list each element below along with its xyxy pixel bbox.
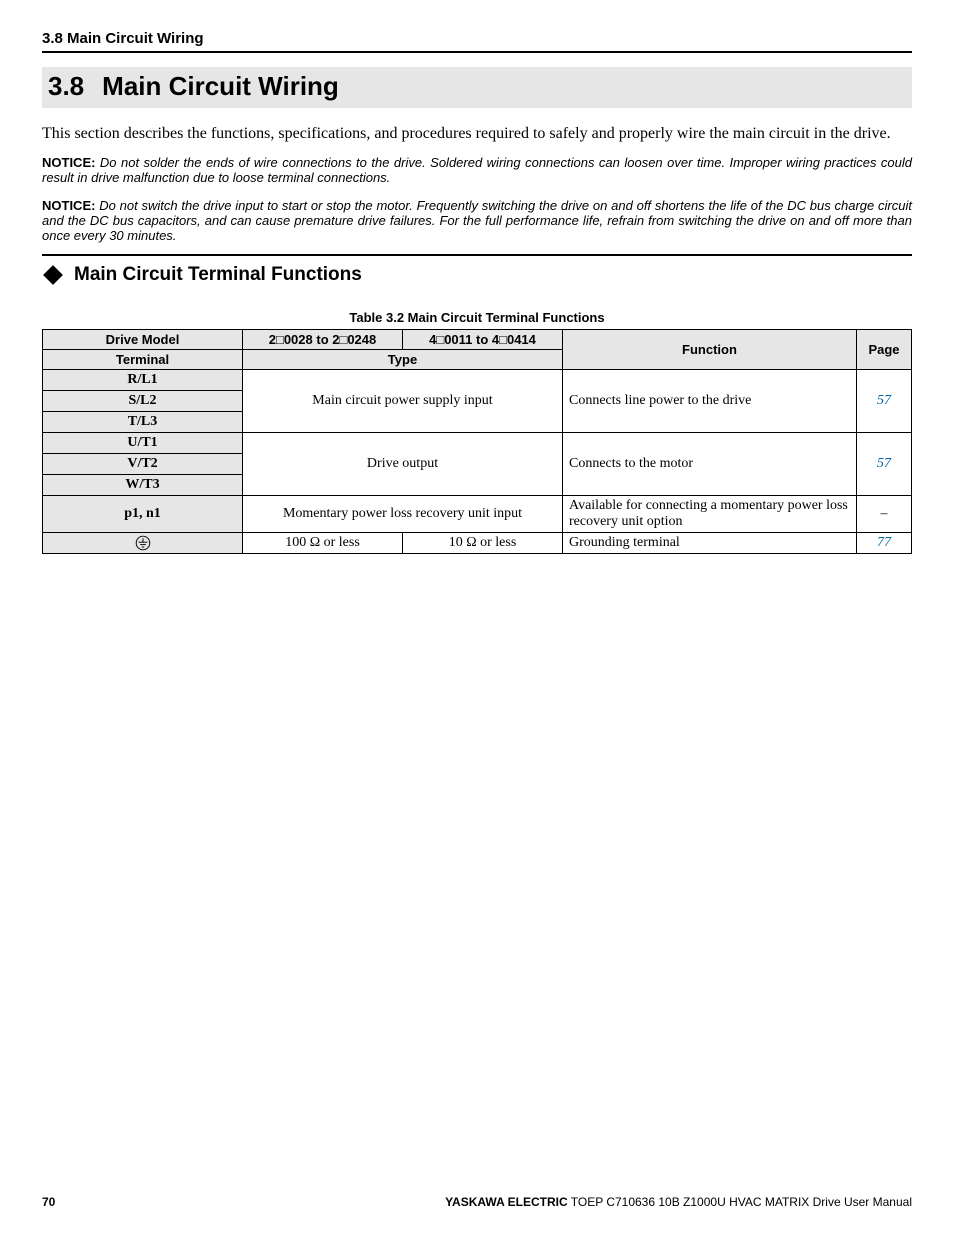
subsection-heading: Main Circuit Terminal Functions — [42, 264, 912, 286]
type-ohm-100: 100 Ω or less — [243, 532, 403, 553]
table-header-row-1: Drive Model 2□0028 to 2□0248 4□0011 to 4… — [43, 329, 912, 349]
th-model-range-b: 4□0011 to 4□0414 — [403, 329, 563, 349]
terminal-w-t3: W/T3 — [43, 474, 243, 495]
table-row: p1, n1 Momentary power loss recovery uni… — [43, 495, 912, 532]
terminal-u-t1: U/T1 — [43, 432, 243, 453]
terminal-functions-table: Drive Model 2□0028 to 2□0248 4□0011 to 4… — [42, 329, 912, 554]
table-row: U/T1 Drive output Connects to the motor … — [43, 432, 912, 453]
page-link-57a[interactable]: 57 — [857, 369, 912, 432]
type-drive-output: Drive output — [243, 432, 563, 495]
terminal-p1-n1: p1, n1 — [43, 495, 243, 532]
notice-2: NOTICE: Do not switch the drive input to… — [42, 199, 912, 244]
th-type: Type — [243, 349, 563, 369]
terminal-s-l2: S/L2 — [43, 390, 243, 411]
func-ground: Grounding terminal — [563, 532, 857, 553]
table-caption: Table 3.2 Main Circuit Terminal Function… — [42, 310, 912, 325]
footer-brand: YASKAWA ELECTRIC — [445, 1195, 567, 1209]
page-number: 70 — [42, 1195, 55, 1209]
subsection-title: Main Circuit Terminal Functions — [74, 264, 362, 286]
notice-1-label: NOTICE: — [42, 155, 95, 170]
ground-icon — [135, 535, 151, 551]
section-title: Main Circuit Wiring — [102, 71, 339, 101]
th-terminal: Terminal — [43, 349, 243, 369]
diamond-icon — [43, 265, 63, 285]
notice-2-label: NOTICE: — [42, 198, 95, 213]
table-row: 100 Ω or less 10 Ω or less Grounding ter… — [43, 532, 912, 553]
notice-1: NOTICE: Do not solder the ends of wire c… — [42, 156, 912, 186]
func-momentary: Available for connecting a momentary pow… — [563, 495, 857, 532]
terminal-v-t2: V/T2 — [43, 453, 243, 474]
th-model-range-a: 2□0028 to 2□0248 — [243, 329, 403, 349]
terminal-t-l3: T/L3 — [43, 411, 243, 432]
notice-1-text: Do not solder the ends of wire connectio… — [42, 155, 912, 185]
terminal-ground — [43, 532, 243, 553]
terminal-r-l1: R/L1 — [43, 369, 243, 390]
th-page: Page — [857, 329, 912, 369]
divider — [42, 254, 912, 256]
type-main-supply: Main circuit power supply input — [243, 369, 563, 432]
type-ohm-10: 10 Ω or less — [403, 532, 563, 553]
th-function: Function — [563, 329, 857, 369]
page-link-77[interactable]: 77 — [857, 532, 912, 553]
footer-doc-id: YASKAWA ELECTRIC TOEP C710636 10B Z1000U… — [445, 1195, 912, 1209]
footer-doc: TOEP C710636 10B Z1000U HVAC MATRIX Driv… — [568, 1195, 912, 1209]
type-momentary: Momentary power loss recovery unit input — [243, 495, 563, 532]
table-row: R/L1 Main circuit power supply input Con… — [43, 369, 912, 390]
func-motor: Connects to the motor — [563, 432, 857, 495]
page-link-57b[interactable]: 57 — [857, 432, 912, 495]
intro-paragraph: This section describes the functions, sp… — [42, 124, 912, 143]
section-number: 3.8 — [42, 71, 102, 101]
section-title-bar: 3.8Main Circuit Wiring — [42, 67, 912, 108]
th-drive-model: Drive Model — [43, 329, 243, 349]
page-dash: – — [857, 495, 912, 532]
running-header: 3.8 Main Circuit Wiring — [42, 30, 912, 53]
func-line-power: Connects line power to the drive — [563, 369, 857, 432]
notice-2-text: Do not switch the drive input to start o… — [42, 198, 912, 243]
page-footer: 70 YASKAWA ELECTRIC TOEP C710636 10B Z10… — [42, 1195, 912, 1209]
